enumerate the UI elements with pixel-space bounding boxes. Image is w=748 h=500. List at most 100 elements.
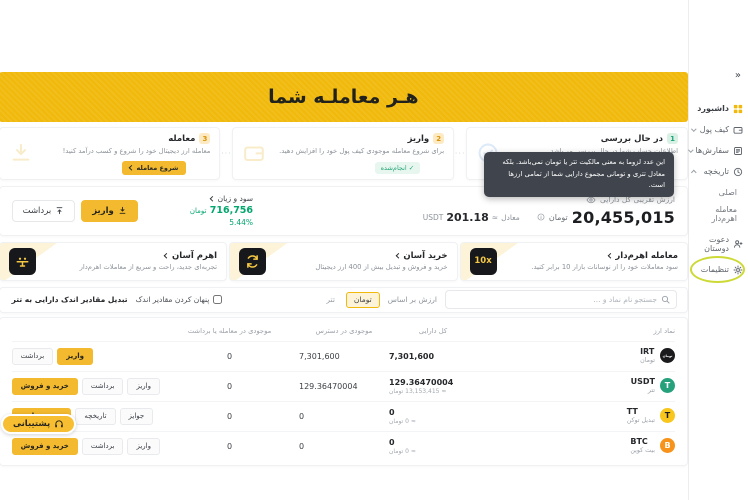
pnl-percent: 5.44% bbox=[229, 218, 254, 227]
sidebar-item-label: کیف پول bbox=[699, 125, 729, 134]
sidebar-subitem-leveraged-trade[interactable]: معامله اهرم‌دار bbox=[692, 203, 743, 224]
hide-small-checkbox[interactable] bbox=[213, 295, 223, 304]
usdt-coin-icon: T bbox=[660, 378, 675, 394]
tt-coin-icon: T bbox=[660, 408, 675, 424]
sidebar-item-orders[interactable]: سفارش‌ها bbox=[688, 140, 743, 161]
promo-banner: هـر معاملـه شما bbox=[0, 72, 688, 122]
irt-coin-icon: تومان bbox=[660, 348, 675, 364]
total-assets-label: ارزش تقریبی کل دارایی bbox=[600, 195, 675, 204]
withdraw-action-button[interactable]: برداشت bbox=[81, 437, 124, 455]
support-button[interactable]: پشتیبانی bbox=[1, 414, 77, 434]
step-title: در حال بررسی bbox=[600, 133, 663, 144]
promo-card-leveraged-trade[interactable]: معامله اهرم‌دار سود معاملات خود را از نو… bbox=[459, 241, 688, 281]
step-connector-dots bbox=[456, 127, 464, 180]
sidebar-item-label: سفارش‌ها bbox=[695, 146, 729, 155]
search-input[interactable] bbox=[452, 295, 657, 304]
header-total: کل دارایی bbox=[418, 326, 448, 335]
btc-coin-icon: B bbox=[660, 438, 675, 454]
sidebar-item-invite-friends[interactable]: دعوت دوستان bbox=[692, 233, 743, 254]
step-card-deposit: 2 واریز برای شروع معامله موجودی کیف پول … bbox=[232, 127, 455, 180]
headset-icon bbox=[54, 419, 64, 429]
step-number-badge: 2 bbox=[433, 133, 445, 144]
total-value: 0 bbox=[389, 437, 395, 447]
dashboard-grid-icon bbox=[732, 103, 743, 114]
sidebar-item-label: دعوت دوستان bbox=[704, 234, 729, 253]
symbol-code: USDT bbox=[630, 377, 655, 387]
hide-small-label: پنهان کردن مقادیر اندک bbox=[135, 295, 210, 304]
chevron-up-icon bbox=[691, 169, 697, 176]
toggle-tether[interactable]: تتر bbox=[326, 295, 335, 304]
wallet-icon bbox=[732, 124, 743, 135]
total-value-toman-equivalent: ≈ 0 تومان bbox=[389, 417, 416, 425]
pnl-label-text: سود و زیان bbox=[217, 194, 254, 203]
buy-sell-action-button[interactable]: خرید و فروش bbox=[11, 437, 78, 455]
approx-sign: ≈ bbox=[491, 212, 499, 222]
history-action-button[interactable]: تاریخچه bbox=[75, 407, 116, 425]
withdraw-label: برداشت bbox=[22, 205, 52, 216]
main-content: هـر معاملـه شما 1 در حال بررسی اطلاعات ح… bbox=[0, 0, 688, 500]
deposit-arrow-icon bbox=[119, 206, 126, 214]
convert-arrows-icon bbox=[239, 247, 267, 275]
step-card-trade: 3 معامله معامله ارز دیجیتال خود را شروع … bbox=[0, 127, 221, 180]
sidebar-item-history[interactable]: تاریخچه bbox=[691, 161, 743, 182]
withdraw-action-button[interactable]: برداشت bbox=[81, 377, 124, 395]
total-value: 129.36470004 bbox=[389, 377, 454, 387]
pnl-currency: تومان bbox=[189, 207, 207, 215]
hide-small-amounts[interactable]: پنهان کردن مقادیر اندک bbox=[136, 295, 223, 304]
step-number-badge: 3 bbox=[199, 133, 211, 144]
table-header: نماد ارز کل دارایی موجودی در دسترس موجود… bbox=[12, 324, 675, 341]
withdraw-button[interactable]: برداشت bbox=[11, 199, 76, 222]
deposit-action-button[interactable]: واریز bbox=[127, 437, 160, 455]
deposit-action-button[interactable]: واریز bbox=[57, 347, 93, 365]
start-trade-button[interactable]: شروع معامله bbox=[121, 160, 187, 175]
deposit-action-button[interactable]: واریز bbox=[127, 377, 160, 395]
sidebar-item-dashboard[interactable]: داشبورد bbox=[692, 98, 743, 119]
balance-tooltip: این عدد لزوما به معنی مالکیت تتر یا توما… bbox=[484, 152, 674, 197]
check-icon: ✓ bbox=[408, 163, 415, 172]
symbol-name: تبدیل توکن bbox=[626, 417, 655, 425]
step-description: معامله ارز دیجیتال خود را شروع و کسب درآ… bbox=[62, 146, 211, 155]
withdraw-action-button[interactable]: برداشت bbox=[11, 347, 54, 365]
deposit-button[interactable]: واریز bbox=[81, 199, 138, 222]
value-by-label: ارزش بر اساس bbox=[387, 295, 437, 304]
status-label: انجام‌شده bbox=[380, 163, 407, 172]
chevron-left-icon bbox=[129, 164, 135, 171]
symbol-code: IRT bbox=[640, 347, 655, 357]
sidebar-subitem-main[interactable]: اصلی bbox=[692, 182, 743, 203]
info-icon[interactable] bbox=[537, 213, 545, 221]
banner-title: هـر معاملـه شما bbox=[268, 86, 419, 108]
step-description: اطلاعات حساب شما در حال بررسی می‌باشد bbox=[550, 146, 678, 155]
total-assets-amount: 20,455,015 bbox=[571, 207, 675, 227]
gear-icon bbox=[732, 264, 743, 275]
available-value: 7,301,600 bbox=[299, 351, 340, 361]
convert-small-button[interactable]: تبدیل مقادیر اندک دارایی به تتر bbox=[11, 295, 128, 304]
sidebar-item-settings[interactable]: تنظیمات bbox=[690, 256, 745, 283]
promo-description: سود معاملات خود را از نوسانات بازار 10 ب… bbox=[531, 263, 678, 272]
table-row: T TT تبدیل توکن 0 ≈ 0 تومان 0 0 جوایز تا… bbox=[11, 400, 675, 431]
available-value: 0 bbox=[299, 411, 305, 421]
sidebar-item-wallet[interactable]: کیف پول bbox=[691, 119, 743, 140]
step-title: معامله bbox=[168, 133, 196, 144]
header-available: موجودی در دسترس bbox=[315, 326, 373, 335]
promo-card-easy-leverage[interactable]: اهرم آسان تجربه‌ای جدید، راحت و سریع از … bbox=[0, 241, 228, 281]
withdraw-arrow-icon bbox=[56, 207, 63, 215]
sidebar-collapse-button[interactable]: » bbox=[692, 70, 743, 82]
toggle-toman[interactable]: تومان bbox=[345, 291, 380, 308]
chevron-left-icon bbox=[210, 195, 216, 202]
rewards-action-button[interactable]: جوایز bbox=[119, 407, 154, 425]
promo-title: معامله اهرم‌دار bbox=[615, 250, 678, 261]
search-box bbox=[445, 290, 677, 309]
asset-table: نماد ارز کل دارایی موجودی در دسترس موجود… bbox=[0, 316, 688, 466]
orders-icon bbox=[732, 145, 743, 156]
collapse-icon: » bbox=[734, 70, 741, 81]
symbol-name: تومان bbox=[640, 357, 655, 365]
buy-sell-action-button[interactable]: خرید و فروش bbox=[11, 377, 78, 395]
sidebar-item-label: تنظیمات bbox=[700, 265, 729, 274]
eye-icon[interactable] bbox=[586, 195, 596, 205]
promo-card-easy-buy[interactable]: خرید آسان خرید و فروش و تبدیل بیش از 400… bbox=[229, 241, 458, 281]
wallet-watermark-icon bbox=[243, 142, 265, 164]
table-row: T USDT تتر 129.36470004 ≈ 13,153,415 توم… bbox=[11, 370, 675, 401]
promo-title: اهرم آسان bbox=[172, 250, 218, 261]
pnl-link[interactable]: سود و زیان 716,756 تومان 5.44% bbox=[190, 194, 253, 227]
